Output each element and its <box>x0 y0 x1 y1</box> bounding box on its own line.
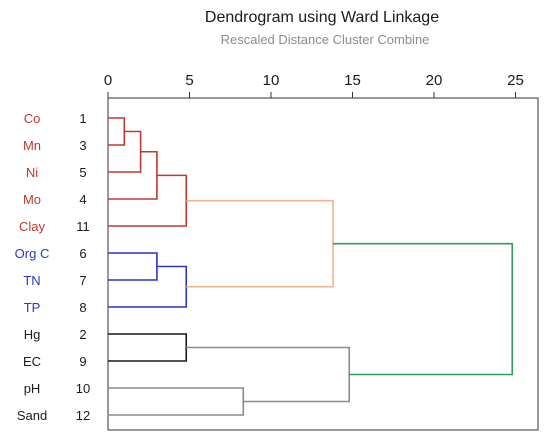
leaf-label: pH <box>24 381 41 396</box>
x-tick-label: 10 <box>263 72 280 89</box>
chart-title: Dendrogram using Ward Linkage <box>205 9 439 26</box>
dendrogram-link <box>108 174 188 227</box>
leaf-label: Clay <box>19 219 46 234</box>
leaf-label: Mo <box>23 192 41 207</box>
x-tick-label: 0 <box>104 72 112 89</box>
dendrogram-links <box>108 117 514 416</box>
leaf-case-number: 3 <box>79 138 86 153</box>
leaf-case-number: 5 <box>79 165 86 180</box>
dendrogram-link <box>108 265 188 308</box>
leaf-label: TP <box>24 300 41 315</box>
x-axis: 0 5 10 15 20 25 <box>104 72 524 98</box>
leaf-label: Ni <box>26 165 38 180</box>
dendrogram-link <box>108 387 245 416</box>
leaf-label: Org C <box>15 246 50 261</box>
dendrogram-link <box>108 333 188 362</box>
dendrogram-link <box>108 252 158 281</box>
plot-frame <box>107 97 539 431</box>
leaf-case-number: 9 <box>79 354 86 369</box>
x-tick-label: 25 <box>507 72 524 89</box>
leaf-case-number: 7 <box>79 273 86 288</box>
leaf-case-number: 10 <box>76 381 90 396</box>
x-tick-label: 15 <box>344 72 361 89</box>
leaf-case-number: 8 <box>79 300 86 315</box>
dendrogram-link <box>332 242 514 376</box>
leaf-label: Hg <box>24 327 41 342</box>
leaf-label: TN <box>23 273 40 288</box>
leaf-label: Sand <box>17 408 47 423</box>
leaf-case-number: 6 <box>79 246 86 261</box>
leaf-labels: Co 1 Mn 3 Ni 5 Mo 4 Clay 11 Org C 6 TN 7 TP 8 Hg 2 EC 9 pH 10… <box>15 111 91 423</box>
x-tick-label: 5 <box>185 72 193 89</box>
leaf-case-number: 11 <box>76 219 90 234</box>
leaf-case-number: 1 <box>79 111 86 126</box>
leaf-case-number: 2 <box>79 327 86 342</box>
leaf-label: EC <box>23 354 41 369</box>
dendrogram-link <box>108 150 158 200</box>
chart-subtitle: Rescaled Distance Cluster Combine <box>221 32 430 47</box>
leaf-label: Co <box>24 111 41 126</box>
dendrogram-link <box>108 117 126 146</box>
dendrogram-link <box>186 199 334 288</box>
leaf-case-number: 12 <box>76 408 90 423</box>
x-tick-label: 20 <box>426 72 443 89</box>
dendrogram-link <box>186 346 351 403</box>
leaf-label: Mn <box>23 138 41 153</box>
leaf-case-number: 4 <box>79 192 86 207</box>
